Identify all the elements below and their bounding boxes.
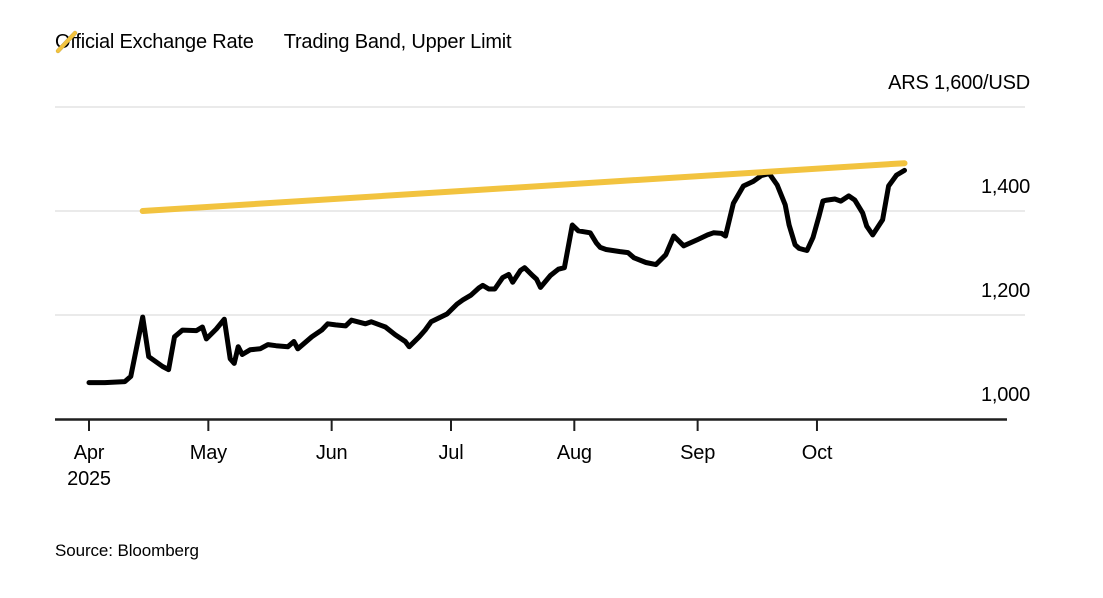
x-axis-label-jun: Jun (315, 442, 348, 464)
y-axis-label-1200: 1,200 (980, 280, 1030, 302)
x-axis-label-may: May (189, 442, 227, 464)
x-axis-label-aug: Aug (556, 442, 592, 464)
x-axis-label-jul: Jul (438, 442, 464, 464)
legend-label-official-exchange-rate: Official Exchange Rate (55, 31, 254, 53)
legend-item-trading-band: Trading Band, Upper Limit (56, 29, 512, 55)
y-axis-label-1000: 1,000 (980, 384, 1030, 406)
trading-band-upper-limit-line (139, 160, 908, 214)
legend-label-trading-band: Trading Band, Upper Limit (283, 31, 512, 53)
x-axis-label-apr: Apr 2025 (67, 442, 111, 490)
y-axis-label-1400: 1,400 (980, 176, 1030, 198)
y-axis-unit-label: ARS 1,600/USD (888, 72, 1030, 94)
x-axis-label-sep: Sep (680, 442, 716, 464)
yellow-slash-icon (56, 31, 77, 53)
chart-legend: Official Exchange Rate Trading Band, Upp… (55, 29, 512, 55)
x-axis-label-oct: Oct (801, 442, 833, 464)
source-credit: Source: Bloomberg (55, 541, 199, 560)
official-exchange-rate-line (86, 167, 907, 386)
x-axis-year-label: 2025 (67, 468, 111, 490)
